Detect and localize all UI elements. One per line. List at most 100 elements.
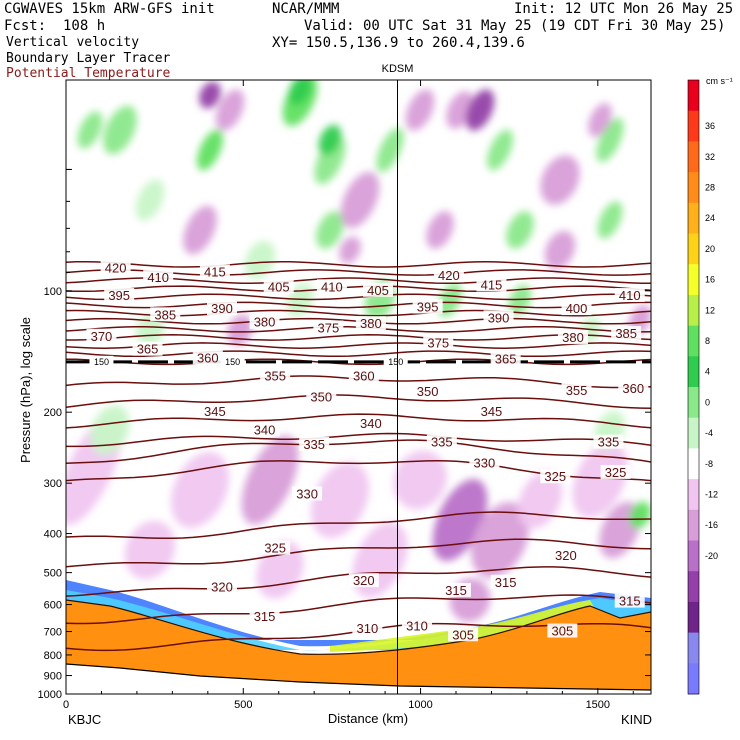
field-boundary-layer-tracer: Boundary Layer Tracer — [6, 51, 171, 66]
theta-contour-line — [66, 350, 651, 358]
contour-label: 420 — [438, 268, 460, 283]
velocity-cell — [540, 155, 580, 205]
contour-label: 330 — [474, 455, 496, 470]
colorbar-unit: cm s⁻¹ — [706, 76, 733, 86]
tropopause-label-bg — [383, 355, 408, 368]
colorbar-label: 24 — [705, 213, 715, 223]
contour-label-bg — [363, 282, 393, 297]
velocity-cell — [487, 129, 513, 171]
colorbar-swatch — [688, 172, 699, 204]
velocity-cell — [465, 89, 495, 131]
tropopause-label-bg — [89, 355, 114, 368]
contour-label-bg — [593, 434, 624, 449]
x-tick-label: 500 — [234, 699, 252, 711]
colorbar-label: -8 — [705, 459, 713, 469]
contour-label: 325 — [605, 465, 627, 480]
y-tick-label: 100 — [44, 286, 62, 298]
y-tick-label: 300 — [44, 478, 62, 490]
y-tick-label: 400 — [44, 529, 62, 541]
velocity-cell — [572, 442, 628, 518]
xy-section-endpoints: XY= 150.5,136.9 to 260.4,139.6 — [272, 35, 525, 51]
theta-contour-line — [66, 413, 651, 429]
colorbar-swatch — [688, 294, 699, 327]
contour-label-bg — [292, 486, 323, 501]
theta-contour-line — [66, 439, 651, 464]
colorbar-swatch — [688, 80, 699, 112]
contour-label: 335 — [598, 435, 620, 450]
colorbar-swatch — [688, 202, 699, 234]
theta-contour-line — [66, 432, 651, 448]
y-tick-label: 900 — [44, 671, 62, 683]
y-tick-label: 1000 — [38, 689, 62, 701]
theta-contour-line — [66, 594, 651, 625]
contour-label-bg — [614, 287, 645, 302]
colorbar-swatch — [688, 417, 699, 449]
velocity-cell — [256, 541, 304, 599]
contour-label: 405 — [268, 279, 290, 294]
contour-label-bg — [426, 434, 457, 449]
velocity-cell — [241, 435, 299, 525]
terrain — [66, 599, 651, 694]
contour-label: 315 — [619, 594, 641, 609]
plot-area: 150 150 150 420 410 415 395 405 410 405 420 415 410… — [66, 80, 651, 694]
contour-label: 405 — [367, 283, 389, 298]
velocity-cell — [215, 89, 245, 131]
right-station-label: KIND — [621, 712, 652, 727]
colorbar-swatch — [688, 632, 699, 664]
contour-label-bg — [490, 574, 521, 589]
colorbar-label: -12 — [705, 489, 718, 499]
contour-label-bg — [355, 316, 386, 331]
contour-label: 340 — [254, 422, 276, 437]
colorbar-swatch — [688, 663, 699, 695]
tropopause-label: 150 — [94, 357, 109, 367]
contour-label: 340 — [360, 416, 382, 431]
contour-label: 330 — [296, 486, 318, 501]
terrain-outline — [66, 599, 651, 655]
contour-label: 385 — [615, 326, 637, 341]
contour-label-bg — [550, 548, 581, 563]
velocity-cell — [124, 520, 176, 580]
contour-label-bg — [469, 455, 500, 470]
colorbar-label: 36 — [705, 121, 715, 131]
colorbar-swatch — [688, 233, 699, 265]
x-axis-ticks: 0 500 1000 1500 — [63, 80, 634, 711]
contour-label-bg — [618, 380, 649, 395]
theta-contour-line — [66, 342, 651, 349]
colorbar-label: 8 — [705, 336, 710, 346]
colorbar-label: -20 — [705, 551, 718, 561]
init-time: Init: 12 UTC Mon 26 May 25 — [514, 1, 734, 17]
contour-label: 315 — [495, 575, 517, 590]
contour-label: 410 — [147, 270, 169, 285]
contour-label-bg — [260, 540, 291, 555]
contour-label-bg — [540, 469, 571, 484]
colorbar-swatch — [688, 540, 699, 572]
contour-label-bg — [614, 593, 645, 608]
velocity-cell — [506, 211, 534, 249]
contour-label: 310 — [406, 618, 428, 633]
y-tick-label: 600 — [44, 600, 62, 612]
velocity-cell — [310, 462, 370, 538]
contour-label-bg — [402, 618, 432, 633]
velocity-cell — [199, 81, 221, 109]
contour-label-bg — [306, 389, 337, 404]
contour-label-bg — [100, 260, 131, 275]
contour-label-bg — [207, 579, 237, 594]
field-potential-temperature: Potential Temperature — [6, 66, 171, 81]
theta-contour-line — [66, 511, 651, 540]
contour-label: 335 — [431, 435, 453, 450]
contour-label: 390 — [488, 310, 510, 325]
x-tick-label: 0 — [63, 699, 69, 711]
y-axis-label: Pressure (hPa), log scale — [18, 317, 33, 463]
colorbar-frame — [687, 79, 700, 695]
x-tick-label: 1500 — [586, 699, 610, 711]
contour-label-bg — [412, 383, 443, 398]
contour-label-bg — [561, 382, 592, 397]
colorbar-swatch — [688, 141, 699, 173]
ground-line — [66, 663, 651, 691]
colorbar-swatch — [688, 448, 699, 480]
contour-label: 380 — [360, 316, 382, 331]
contour-label: 350 — [310, 390, 332, 405]
contour-label: 360 — [353, 368, 375, 383]
colorbar: 36 32 28 24 20 16 12 8 4 0 -4 -8 -12 -16 -20 — [687, 79, 718, 695]
